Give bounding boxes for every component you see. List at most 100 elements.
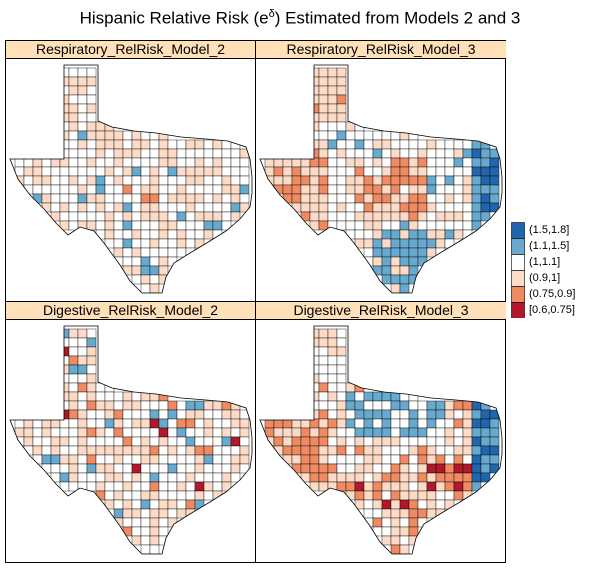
county-cell bbox=[489, 409, 500, 420]
county-cell bbox=[149, 274, 160, 285]
county-cell bbox=[95, 202, 106, 213]
county-cell bbox=[158, 130, 169, 141]
county-cell bbox=[480, 202, 491, 213]
county-cell bbox=[372, 472, 383, 483]
county-cell bbox=[176, 220, 187, 231]
county-cell bbox=[32, 445, 43, 456]
county-cell bbox=[390, 535, 401, 546]
county-cell bbox=[50, 166, 61, 177]
county-cell bbox=[95, 148, 106, 159]
county-cell bbox=[230, 193, 241, 204]
county-cell bbox=[77, 373, 88, 384]
county-cell bbox=[399, 472, 410, 483]
county-cell bbox=[300, 472, 311, 483]
county-cell bbox=[309, 463, 320, 474]
county-cell bbox=[381, 229, 392, 240]
county-cell bbox=[104, 130, 115, 141]
county-cell bbox=[354, 175, 365, 186]
county-cell bbox=[318, 94, 329, 105]
county-cell bbox=[194, 454, 205, 465]
county-cell bbox=[185, 157, 196, 168]
county-cell bbox=[318, 175, 329, 186]
county-cell bbox=[77, 157, 88, 168]
county-cell bbox=[113, 166, 124, 177]
county-cell bbox=[104, 202, 115, 213]
county-cell bbox=[194, 184, 205, 195]
county-cell bbox=[95, 193, 106, 204]
county-cell bbox=[131, 184, 142, 195]
county-cell bbox=[176, 193, 187, 204]
county-cell bbox=[59, 337, 70, 348]
county-cell bbox=[86, 454, 97, 465]
county-cell bbox=[131, 391, 142, 402]
county-cell bbox=[104, 436, 115, 447]
county-cell bbox=[158, 409, 169, 420]
county-cell bbox=[318, 382, 329, 393]
county-cell bbox=[363, 391, 374, 402]
county-cell bbox=[462, 418, 473, 429]
county-cell bbox=[417, 436, 428, 447]
county-cell bbox=[86, 202, 97, 213]
county-cell bbox=[471, 445, 482, 456]
county-cell bbox=[372, 175, 383, 186]
county-cell bbox=[480, 472, 491, 483]
county-cell bbox=[471, 148, 482, 159]
county-cell bbox=[158, 166, 169, 177]
county-cell bbox=[462, 202, 473, 213]
county-cell bbox=[282, 193, 293, 204]
county-cell bbox=[390, 184, 401, 195]
county-cell bbox=[131, 427, 142, 438]
county-cell bbox=[327, 436, 338, 447]
county-cell bbox=[122, 436, 133, 447]
county-cell bbox=[158, 490, 169, 501]
county-cell bbox=[327, 445, 338, 456]
county-cell bbox=[86, 130, 97, 141]
county-cell bbox=[68, 202, 79, 213]
county-cell bbox=[77, 202, 88, 213]
county-cell bbox=[372, 409, 383, 420]
county-cell bbox=[435, 499, 446, 510]
county-cell bbox=[426, 220, 437, 231]
county-cell bbox=[158, 436, 169, 447]
county-cell bbox=[77, 193, 88, 204]
county-cell bbox=[104, 463, 115, 474]
county-cell bbox=[149, 211, 160, 222]
county-cell bbox=[363, 436, 374, 447]
county-cell bbox=[318, 193, 329, 204]
county-cell bbox=[417, 184, 428, 195]
county-cell bbox=[77, 76, 88, 87]
county-cell bbox=[408, 472, 419, 483]
county-cell bbox=[59, 193, 70, 204]
county-cell bbox=[390, 175, 401, 186]
texas-county-map bbox=[9, 325, 253, 555]
county-cell bbox=[381, 166, 392, 177]
county-cell bbox=[408, 499, 419, 510]
county-cell bbox=[444, 238, 455, 249]
county-cell bbox=[345, 454, 356, 465]
county-cell bbox=[77, 85, 88, 96]
county-cell bbox=[86, 382, 97, 393]
county-cell bbox=[336, 454, 347, 465]
county-cell bbox=[363, 166, 374, 177]
county-cell bbox=[336, 418, 347, 429]
county-cell bbox=[77, 454, 88, 465]
county-cell bbox=[453, 409, 464, 420]
county-cell bbox=[158, 418, 169, 429]
county-cell bbox=[68, 346, 79, 357]
county-cell bbox=[158, 256, 169, 267]
county-cell bbox=[462, 454, 473, 465]
county-cell bbox=[327, 166, 338, 177]
county-cell bbox=[167, 193, 178, 204]
county-cell bbox=[426, 247, 437, 258]
county-cell bbox=[95, 139, 106, 150]
legend-label: (1.1,1.5] bbox=[529, 240, 570, 252]
county-cell bbox=[291, 175, 302, 186]
county-cell bbox=[381, 184, 392, 195]
county-cell bbox=[462, 184, 473, 195]
county-cell bbox=[50, 184, 61, 195]
county-cell bbox=[167, 472, 178, 483]
county-cell bbox=[336, 211, 347, 222]
county-cell bbox=[363, 499, 374, 510]
county-cell bbox=[194, 481, 205, 492]
county-cell bbox=[239, 193, 250, 204]
